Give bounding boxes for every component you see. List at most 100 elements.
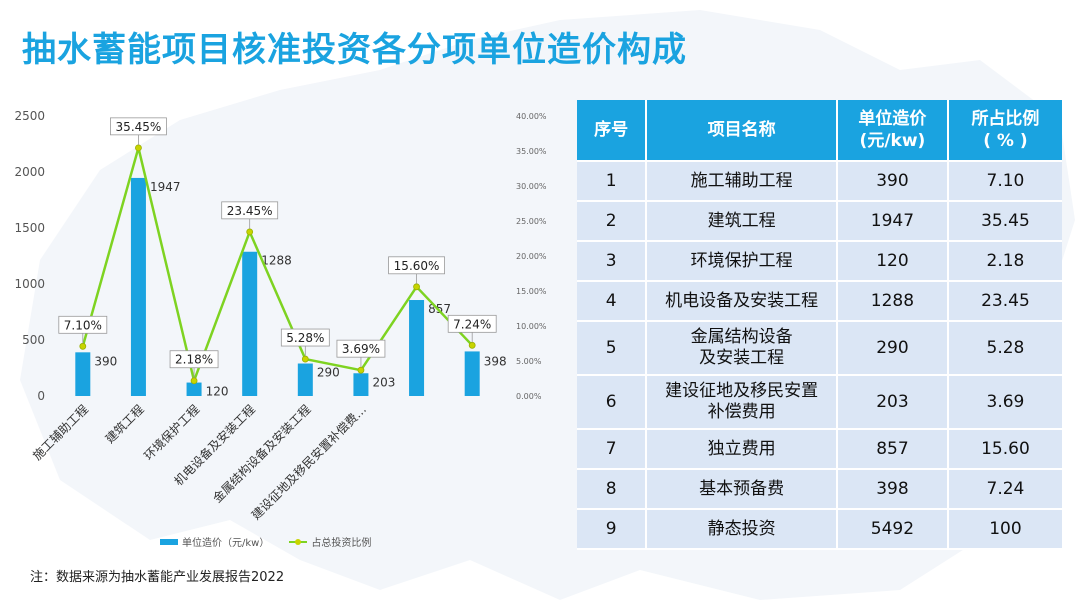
legend-bar-label: 单位造价（元/kw） [182, 538, 270, 549]
row-item-name: 建筑工程 [647, 202, 838, 242]
row-index: 5 [577, 322, 648, 376]
bar-value-label: 1947 [150, 180, 181, 194]
legend-line-swatch [289, 538, 308, 545]
bar [242, 251, 258, 396]
table-row: 4 机电设备及安装工程 1288 23.45 [577, 282, 1062, 322]
legend-item-line: 占总投资比例 [289, 534, 371, 549]
x-category-label: 环境保护工程 [141, 402, 203, 464]
share-value-label: 35.45% [116, 120, 162, 134]
header-item-name: 项目名称 [647, 100, 838, 162]
row-index: 6 [577, 376, 648, 430]
source-note: 注：数据来源为抽水蓄能产业发展报告2022 [30, 570, 285, 585]
y2-tick-label: 35.00% [516, 147, 547, 156]
share-point [135, 144, 142, 152]
row-unit-cost: 857 [837, 430, 949, 470]
header-unit-cost: 单位造价 (元/kw) [837, 100, 949, 162]
share-line [81, 146, 474, 382]
y2-tick-label: 40.00% [516, 112, 547, 121]
row-unit-cost: 1947 [837, 202, 949, 242]
row-unit-cost: 5492 [837, 510, 949, 550]
share-label-box [388, 256, 445, 275]
table-row: 2 建筑工程 1947 35.45 [577, 202, 1062, 242]
share-value-label: 2.18% [175, 353, 213, 367]
row-index: 8 [577, 470, 648, 510]
row-index: 1 [577, 162, 648, 202]
page-title: 抽水蓄能项目核准投资各分项单位造价构成 [22, 30, 687, 70]
bar [130, 177, 146, 396]
y2-tick-label: 10.00% [516, 322, 547, 331]
share-label-box [336, 339, 386, 358]
share-point [246, 228, 254, 236]
row-unit-cost: 290 [837, 322, 949, 376]
row-item-name: 环境保护工程 [647, 242, 838, 282]
row-index: 7 [577, 430, 648, 470]
table-row: 5 金属结构设备 及安装工程 290 5.28 [577, 322, 1062, 376]
bar [409, 300, 425, 396]
table-row: 1 施工辅助工程 390 7.10 [577, 162, 1062, 202]
share-value-label: 5.28% [286, 331, 324, 345]
x-category-label: 建筑工程 [102, 402, 147, 447]
share-point [79, 342, 87, 350]
header-index: 序号 [577, 100, 648, 162]
y2-tick-label: 15.00% [516, 287, 547, 296]
row-share: 5.28 [948, 322, 1062, 376]
row-unit-cost: 1288 [837, 282, 949, 322]
y2-tick-label: 0.00% [516, 392, 542, 401]
share-value-label: 3.69% [342, 342, 380, 356]
row-unit-cost: 120 [837, 242, 949, 282]
share-value-label: 7.10% [64, 318, 102, 332]
row-item-name: 独立费用 [647, 430, 838, 470]
table-row: 9 静态投资 5492 100 [577, 510, 1062, 550]
table-header-row: 序号 项目名称 单位造价 (元/kw) 所占比例( % ) [577, 100, 1062, 162]
share-point [301, 355, 309, 363]
row-share: 23.45 [948, 282, 1062, 322]
legend-item-bar: 单位造价（元/kw） [160, 534, 269, 549]
bar-value-label: 390 [94, 354, 117, 368]
row-unit-cost: 203 [837, 376, 949, 430]
y2-tick-label: 5.00% [516, 357, 542, 366]
header-share: 所占比例( % ) [948, 100, 1062, 162]
share-label-box [280, 328, 330, 347]
table-row: 8 基本预备费 398 7.24 [577, 470, 1062, 510]
row-share: 100 [948, 510, 1062, 550]
bar-value-label: 1288 [261, 254, 292, 268]
share-point [357, 366, 365, 374]
y-tick-label: 1500 [14, 221, 45, 235]
bar-value-label: 203 [372, 375, 395, 389]
y2-tick-label: 30.00% [516, 182, 547, 191]
y2-tick-label: 20.00% [516, 252, 547, 261]
row-item-name: 施工辅助工程 [647, 162, 838, 202]
y-tick-label: 2000 [14, 165, 45, 179]
table-row: 3 环境保护工程 120 2.18 [577, 242, 1062, 282]
chart-legend: 单位造价（元/kw） 占总投资比例 [160, 534, 385, 549]
share-point [413, 283, 420, 291]
row-index: 9 [577, 510, 648, 550]
share-value-label: 15.60% [394, 259, 440, 273]
x-category-label: 建设征地及移民安置补偿费… [248, 402, 369, 523]
bar-value-label: 290 [317, 366, 340, 380]
bar [75, 352, 91, 396]
row-share: 7.24 [948, 470, 1062, 510]
row-index: 2 [577, 202, 648, 242]
table-row: 6 建设征地及移民安置 补偿费用 203 3.69 [577, 376, 1062, 430]
x-category-label: 施工辅助工程 [29, 402, 91, 464]
cost-table: 序号 项目名称 单位造价 (元/kw) 所占比例( % ) 1 施工辅助工程 390 7… [577, 100, 1062, 550]
row-item-name: 建设征地及移民安置 补偿费用 [647, 376, 838, 430]
row-item-name: 静态投资 [647, 510, 838, 550]
table-row: 7 独立费用 857 15.60 [577, 430, 1062, 470]
bar-value-label: 398 [484, 354, 507, 368]
bar [353, 373, 369, 396]
row-item-name: 机电设备及安装工程 [647, 282, 838, 322]
row-item-name: 基本预备费 [647, 470, 838, 510]
row-index: 4 [577, 282, 648, 322]
x-category-label: 金属结构设备及安装工程 [209, 402, 313, 506]
y-tick-label: 0 [37, 389, 45, 403]
bar [464, 351, 480, 396]
legend-bar-swatch [160, 538, 178, 545]
row-item-name: 金属结构设备 及安装工程 [647, 322, 838, 376]
legend-line-label: 占总投资比例 [311, 538, 372, 549]
y2-tick-label: 25.00% [516, 217, 547, 226]
bar-value-label: 120 [206, 385, 229, 399]
y-tick-label: 2500 [14, 109, 45, 123]
row-share: 3.69 [948, 376, 1062, 430]
